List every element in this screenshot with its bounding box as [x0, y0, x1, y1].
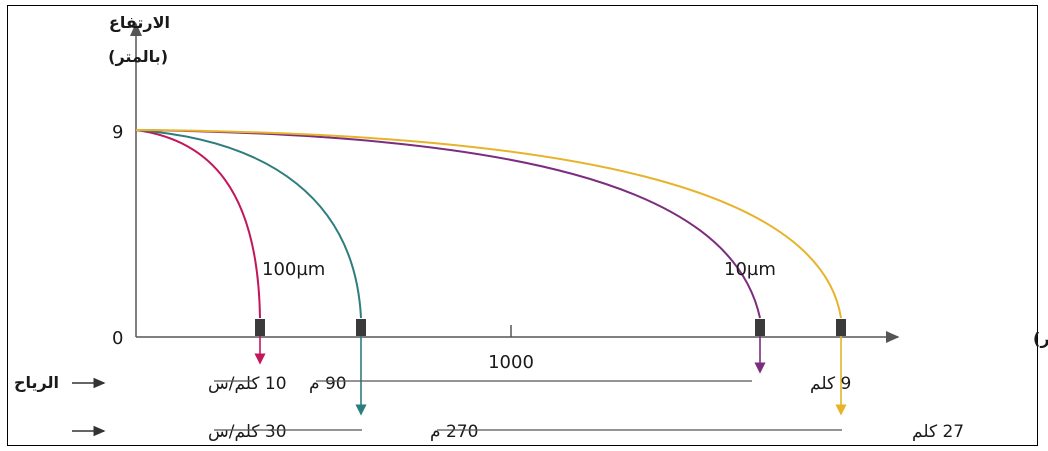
trajectory-large-wind1	[135, 129, 261, 319]
landing-marker-9km	[755, 319, 765, 336]
distance-90m: 90 م	[309, 374, 347, 394]
y-tick-9: 9	[112, 122, 123, 143]
y-axis-title: الارتفاع	[109, 13, 170, 32]
label-10um: 10µm	[724, 259, 776, 280]
wind2-speed: 30 كلم/س	[208, 422, 287, 442]
diagram-frame	[7, 5, 1038, 446]
label-100um: 100µm	[262, 259, 325, 280]
wind-label: الرياح	[14, 373, 59, 392]
distance-270m: 270 م	[430, 422, 478, 442]
landing-marker-90m	[255, 319, 265, 336]
y-tick-0: 0	[112, 328, 123, 349]
landing-marker-27km	[836, 319, 846, 336]
distance-9km: 9 كلم	[810, 374, 851, 394]
x-tick-label-1000: 1000	[488, 352, 534, 373]
trajectory-large-wind2	[135, 129, 362, 319]
trajectory-small-wind1	[135, 129, 761, 319]
y-axis-unit: (بالمتر)	[108, 47, 168, 66]
landing-marker-270m	[356, 319, 366, 336]
distance-27km: 27 كلم	[912, 422, 964, 442]
x-axis-title: المسافة (بالمتر)	[1033, 329, 1048, 348]
wind1-speed: 10 كلم/س	[208, 374, 287, 394]
trajectory-small-wind2	[135, 129, 842, 319]
